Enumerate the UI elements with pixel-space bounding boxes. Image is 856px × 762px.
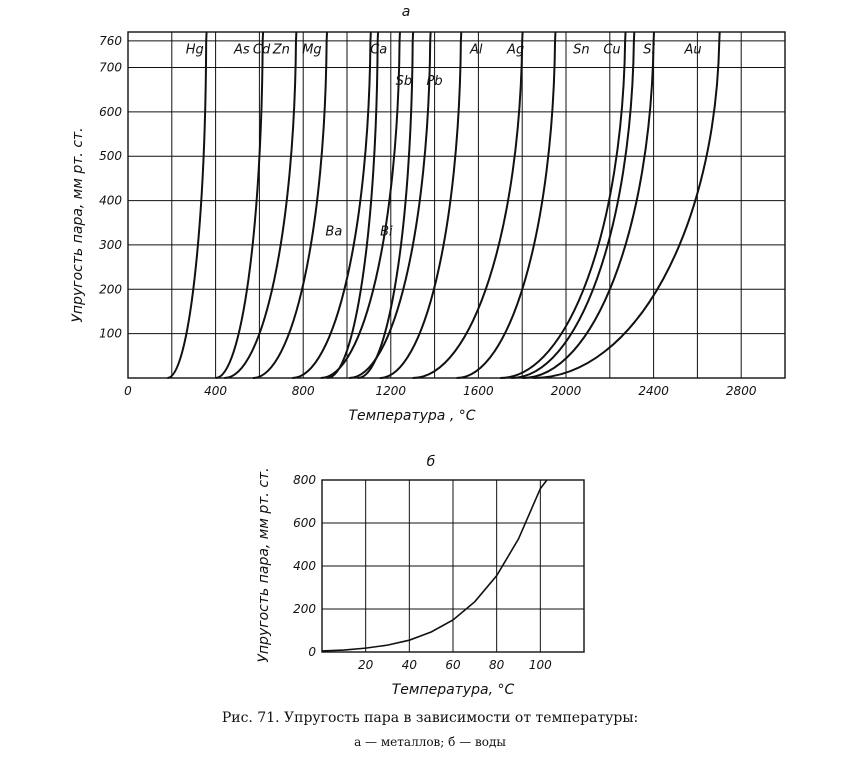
chart-a-series-label-al: Al bbox=[469, 43, 483, 58]
chart-a-x-tick-label: 2800 bbox=[726, 384, 757, 398]
figure-caption-line1: Рис. 71. Упругость пара в зависимости от… bbox=[222, 710, 638, 726]
chart-a-curve-cd bbox=[224, 31, 298, 379]
chart-a-series-label-as: As bbox=[233, 43, 250, 58]
chart-a-series-label-zn: Zn bbox=[272, 43, 290, 58]
chart-b: 20 40 60 80 100 0 200 400 600 800 bbox=[293, 473, 585, 672]
chart-a-series-label-bi: Bi bbox=[380, 225, 393, 240]
chart-a-x-tick-label: 0 bbox=[124, 384, 132, 398]
chart-b-y-tick-label: 200 bbox=[293, 602, 316, 616]
chart-a-x-ticks: 0 400 800 1200 1600 2000 2400 2800 bbox=[124, 384, 757, 398]
chart-a-x-tick-label: 1600 bbox=[463, 384, 494, 398]
chart-b-y-tick-label: 400 bbox=[293, 559, 316, 573]
chart-b-curves bbox=[321, 479, 548, 652]
chart-a-y-tick-label: 300 bbox=[99, 238, 122, 252]
chart-b-x-ticks: 20 40 60 80 100 bbox=[358, 658, 552, 672]
chart-a-y-tick-label: 500 bbox=[99, 149, 122, 163]
chart-a-curve-si bbox=[522, 31, 655, 379]
chart-a-curve-al bbox=[412, 31, 524, 379]
chart-a-x-tick-label: 400 bbox=[204, 384, 227, 398]
chart-a-grid bbox=[128, 32, 785, 378]
chart-a-curve-au bbox=[533, 31, 721, 379]
chart-a-y-axis-label: Упругость пара, мм рт. ст. bbox=[70, 127, 86, 322]
chart-b-curve-water bbox=[321, 479, 548, 652]
chart-a-title: а bbox=[402, 4, 411, 20]
chart-a-y-tick-label: 400 bbox=[99, 194, 122, 208]
chart-a-curve-bi bbox=[357, 31, 415, 379]
chart-a-curve-sb bbox=[349, 31, 432, 379]
chart-a-curve-zn bbox=[252, 31, 329, 379]
chart-b-x-tick-label: 20 bbox=[358, 658, 374, 672]
chart-a-series-label-cu: Cu bbox=[603, 43, 620, 58]
chart-a-curve-hg bbox=[167, 31, 208, 379]
chart-b-x-tick-label: 40 bbox=[402, 658, 418, 672]
chart-b-x-tick-label: 80 bbox=[489, 658, 505, 672]
chart-a-series-label-ba: Ba bbox=[325, 225, 342, 240]
chart-a-curve-mg bbox=[292, 31, 372, 379]
chart-b-plot-frame bbox=[321, 479, 585, 653]
chart-a-curve-as bbox=[215, 31, 265, 379]
chart-b-y-ticks: 0 200 400 600 800 bbox=[293, 473, 316, 659]
chart-a-series-label-pb: Pb bbox=[427, 74, 443, 89]
chart-a-x-tick-label: 2400 bbox=[638, 384, 669, 398]
chart-a-y-tick-label: 100 bbox=[99, 327, 122, 341]
chart-a-series-label-sn: Sn bbox=[573, 43, 590, 58]
chart-a-series-label-mg: Mg bbox=[302, 43, 321, 58]
chart-a-x-axis-label: Температура , °C bbox=[349, 408, 476, 424]
chart-b-y-axis-label: Упругость пара, мм рт. ст. bbox=[256, 467, 272, 662]
chart-a-y-tick-label: 200 bbox=[99, 282, 122, 296]
chart-b-grid bbox=[322, 480, 584, 652]
chart-a-curve-sn bbox=[500, 31, 627, 379]
chart-a-series-label-au: Au bbox=[683, 43, 701, 58]
chart-a-curve-ag bbox=[456, 31, 557, 379]
chart-a-series-label-si: Si bbox=[643, 43, 655, 58]
chart-a-curve-ba bbox=[327, 31, 380, 379]
chart-a-y-tick-label: 760 bbox=[99, 34, 122, 48]
chart-b-y-tick-label: 800 bbox=[293, 473, 316, 487]
chart-a-curves bbox=[167, 31, 721, 379]
chart-a-x-tick-label: 1200 bbox=[376, 384, 407, 398]
chart-b-x-tick-label: 60 bbox=[445, 658, 461, 672]
chart-a-y-ticks: 100 200 300 400 500 600 700 760 bbox=[99, 34, 122, 341]
chart-a-curve-cu bbox=[511, 31, 636, 379]
chart-a-series-label-ca: Ca bbox=[370, 43, 387, 58]
chart-a-series-label-hg: Hg bbox=[186, 43, 204, 58]
figure-caption-line2: а — металлов; б — воды bbox=[354, 735, 506, 749]
chart-b-x-tick-label: 100 bbox=[529, 658, 552, 672]
chart-a-x-tick-label: 800 bbox=[292, 384, 315, 398]
chart-a-series-label-cd: Cd bbox=[253, 43, 271, 58]
chart-b-x-axis-label: Температура, °C bbox=[392, 682, 515, 698]
chart-a-series-labels: Hg As Cd Zn Mg Ca Ba Sb Bi Pb Al Ag Sn Cu Si Au bbox=[186, 43, 702, 240]
chart-a-plot-frame bbox=[127, 31, 786, 379]
chart-a-curve-pb bbox=[379, 31, 463, 379]
chart-a: Hg As Cd Zn Mg Ca Ba Sb Bi Pb Al Ag Sn Cu Si Au 0 400 800… bbox=[99, 31, 786, 398]
chart-a-y-tick-label: 700 bbox=[99, 60, 122, 74]
chart-b-title: б bbox=[427, 454, 436, 470]
chart-a-y-tick-label: 600 bbox=[99, 105, 122, 119]
chart-b-y-tick-label: 0 bbox=[308, 645, 316, 659]
chart-a-series-label-ag: Ag bbox=[506, 43, 524, 58]
chart-a-series-label-sb: Sb bbox=[396, 74, 413, 89]
chart-a-x-tick-label: 2000 bbox=[551, 384, 582, 398]
chart-b-y-tick-label: 600 bbox=[293, 516, 316, 530]
